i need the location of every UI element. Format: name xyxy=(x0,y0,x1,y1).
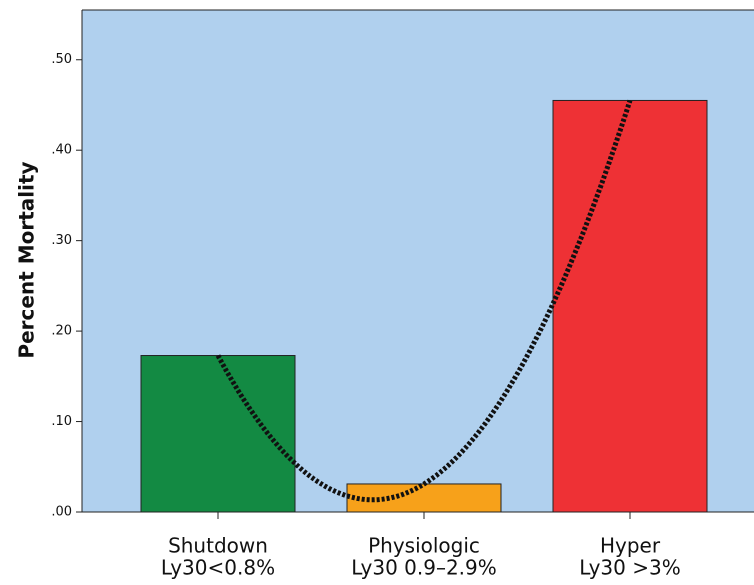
y-tick-label: .20 xyxy=(51,324,72,339)
y-tick-label: .10 xyxy=(51,414,72,429)
y-axis-label: Percent Mortality xyxy=(15,161,39,358)
x-tick-label: Shutdown xyxy=(168,534,268,558)
y-tick-label: .00 xyxy=(51,505,72,520)
x-tick-label: Ly30 0.9–2.9% xyxy=(351,556,497,580)
y-tick-label: .40 xyxy=(51,143,72,158)
y-tick-label: .50 xyxy=(51,52,72,67)
bar xyxy=(552,99,708,513)
y-tick-label: .30 xyxy=(51,233,72,248)
x-tick-label: Hyper xyxy=(600,534,661,558)
x-tick-label: Physiologic xyxy=(368,534,480,558)
trend-line xyxy=(215,99,633,503)
bar xyxy=(346,483,502,513)
x-tick-label: Ly30<0.8% xyxy=(161,556,275,580)
bar xyxy=(140,355,296,513)
x-tick-label: Ly30 >3% xyxy=(579,556,680,580)
